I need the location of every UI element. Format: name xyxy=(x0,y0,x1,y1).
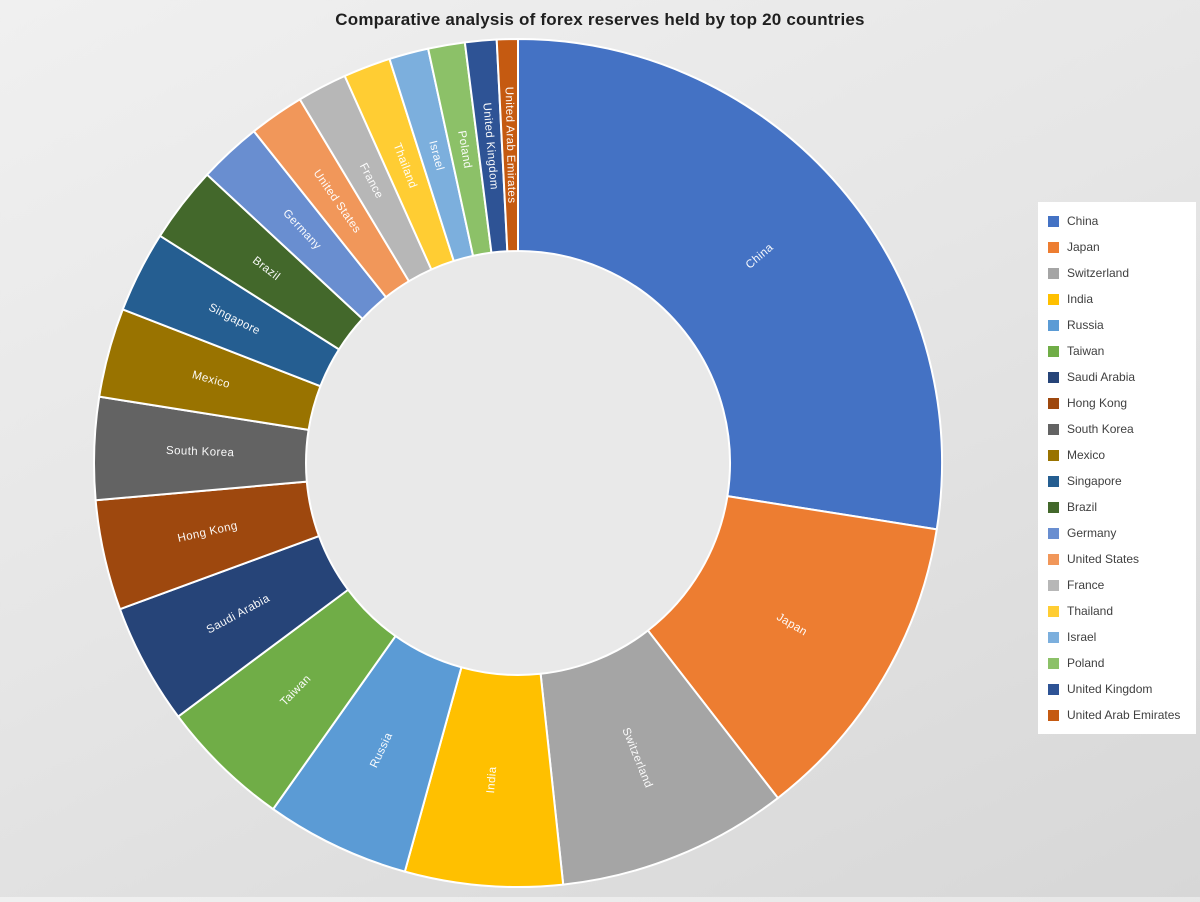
legend-swatch-india xyxy=(1048,293,1059,305)
legend-item-switzerland: Switzerland xyxy=(1038,260,1196,286)
legend-label: Singapore xyxy=(1067,474,1122,488)
legend-item-singapore: Singapore xyxy=(1038,468,1196,494)
legend-item-israel: Israel xyxy=(1038,624,1196,650)
legend-swatch-thailand xyxy=(1048,605,1059,617)
slice-label-south-korea: South Korea xyxy=(166,445,235,459)
legend-item-germany: Germany xyxy=(1038,520,1196,546)
legend-label: Germany xyxy=(1067,526,1117,540)
legend-label: United Arab Emirates xyxy=(1067,708,1181,722)
legend-label: Saudi Arabia xyxy=(1067,370,1136,384)
legend-label: Brazil xyxy=(1067,500,1098,514)
legend-swatch-united-states xyxy=(1048,553,1059,565)
legend-item-china: China xyxy=(1038,208,1196,234)
legend-item-thailand: Thailand xyxy=(1038,598,1196,624)
legend-swatch-united-arab-emirates xyxy=(1048,709,1059,721)
legend-swatch-poland xyxy=(1048,657,1059,669)
legend-label: India xyxy=(1067,292,1094,306)
legend-swatch-russia xyxy=(1048,319,1059,331)
legend-swatch-japan xyxy=(1048,241,1059,253)
legend-item-russia: Russia xyxy=(1038,312,1196,338)
legend-label: Poland xyxy=(1067,656,1105,670)
legend-label: South Korea xyxy=(1067,422,1134,436)
legend-label: United Kingdom xyxy=(1067,682,1153,696)
legend-item-brazil: Brazil xyxy=(1038,494,1196,520)
legend-item-india: India xyxy=(1038,286,1196,312)
legend-label: Israel xyxy=(1067,630,1097,644)
legend-item-mexico: Mexico xyxy=(1038,442,1196,468)
legend-item-france: France xyxy=(1038,572,1196,598)
slice-label-united-arab-emirates: United Arab Emirates xyxy=(503,87,518,204)
legend-swatch-mexico xyxy=(1048,449,1059,461)
legend-label: Switzerland xyxy=(1067,266,1130,280)
legend-label: Japan xyxy=(1067,240,1100,254)
chart-title: Comparative analysis of forex reserves h… xyxy=(335,10,865,29)
legend-item-united-states: United States xyxy=(1038,546,1196,572)
legend-swatch-united-kingdom xyxy=(1048,683,1059,695)
legend: China Japan Switzerland India Russia Taiwan Sa… xyxy=(1038,202,1196,734)
legend-swatch-hong-kong xyxy=(1048,397,1059,409)
legend-swatch-china xyxy=(1048,215,1059,227)
legend-label: Hong Kong xyxy=(1067,396,1128,410)
legend-label: China xyxy=(1067,214,1099,228)
legend-item-hong-kong: Hong Kong xyxy=(1038,390,1196,416)
legend-label: Russia xyxy=(1067,318,1104,332)
legend-item-poland: Poland xyxy=(1038,650,1196,676)
legend-label: Mexico xyxy=(1067,448,1106,462)
legend-item-united-kingdom: United Kingdom xyxy=(1038,676,1196,702)
legend-swatch-germany xyxy=(1048,527,1059,539)
legend-swatch-singapore xyxy=(1048,475,1059,487)
legend-label: United States xyxy=(1067,552,1140,566)
legend-item-taiwan: Taiwan xyxy=(1038,338,1196,364)
legend-item-japan: Japan xyxy=(1038,234,1196,260)
donut-hole xyxy=(306,251,730,675)
legend-label: Thailand xyxy=(1067,604,1114,618)
legend-swatch-israel xyxy=(1048,631,1059,643)
legend-item-south-korea: South Korea xyxy=(1038,416,1196,442)
legend-swatch-saudi-arabia xyxy=(1048,371,1059,383)
legend-swatch-taiwan xyxy=(1048,345,1059,357)
donut-slice-united-arab-emirates xyxy=(495,38,519,253)
slice-label-india: India xyxy=(485,766,499,794)
legend-swatch-south-korea xyxy=(1048,423,1059,435)
legend-swatch-switzerland xyxy=(1048,267,1059,279)
legend-item-united-arab-emirates: United Arab Emirates xyxy=(1038,702,1196,728)
legend-label: France xyxy=(1067,578,1105,592)
legend-item-saudi-arabia: Saudi Arabia xyxy=(1038,364,1196,390)
legend-label: Taiwan xyxy=(1067,344,1105,358)
legend-swatch-brazil xyxy=(1048,501,1059,513)
donut-slice-china xyxy=(517,38,943,531)
legend-swatch-france xyxy=(1048,579,1059,591)
